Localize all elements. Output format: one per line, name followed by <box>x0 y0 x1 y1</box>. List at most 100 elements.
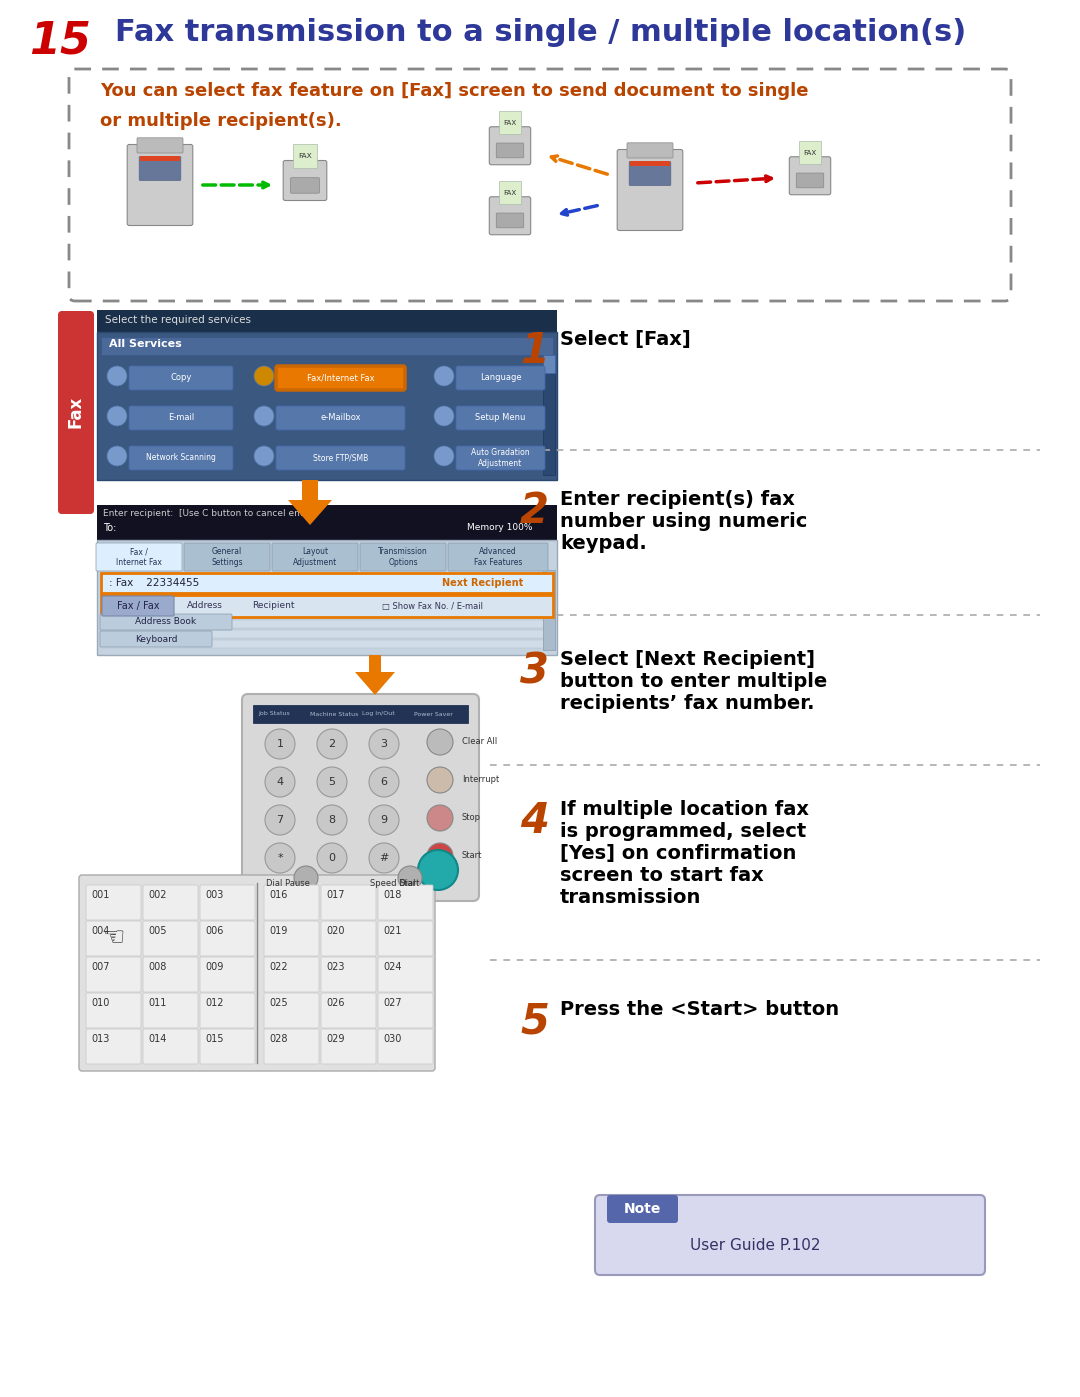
Circle shape <box>318 805 347 835</box>
FancyBboxPatch shape <box>86 921 141 956</box>
FancyBboxPatch shape <box>456 446 545 469</box>
FancyBboxPatch shape <box>97 541 557 655</box>
FancyBboxPatch shape <box>200 957 255 992</box>
FancyBboxPatch shape <box>102 337 553 355</box>
Text: recipients’ fax number.: recipients’ fax number. <box>561 694 814 712</box>
Text: FAX: FAX <box>503 120 516 126</box>
FancyBboxPatch shape <box>97 504 557 541</box>
Text: Network Scanning: Network Scanning <box>146 454 216 462</box>
FancyBboxPatch shape <box>200 886 255 921</box>
Polygon shape <box>355 672 395 694</box>
Text: ☜: ☜ <box>103 926 125 950</box>
FancyBboxPatch shape <box>137 138 183 154</box>
FancyBboxPatch shape <box>264 1030 319 1065</box>
Text: Job Status: Job Status <box>258 711 289 717</box>
Text: is programmed, select: is programmed, select <box>561 821 807 841</box>
Text: Machine Status: Machine Status <box>310 711 359 717</box>
FancyBboxPatch shape <box>543 355 555 475</box>
FancyBboxPatch shape <box>321 957 376 992</box>
Circle shape <box>254 446 274 467</box>
Circle shape <box>107 407 127 426</box>
Text: Stop: Stop <box>462 813 481 823</box>
FancyBboxPatch shape <box>143 957 198 992</box>
FancyBboxPatch shape <box>96 543 183 571</box>
FancyBboxPatch shape <box>102 573 553 592</box>
FancyBboxPatch shape <box>321 921 376 956</box>
Text: Next Recipient: Next Recipient <box>442 576 523 585</box>
Text: : Fax    22334455: : Fax 22334455 <box>109 576 199 585</box>
FancyBboxPatch shape <box>264 921 319 956</box>
Text: 5: 5 <box>328 777 336 787</box>
Text: Store FTP/SMB: Store FTP/SMB <box>313 454 368 462</box>
Circle shape <box>107 366 127 386</box>
Text: E-mail: E-mail <box>167 414 194 422</box>
FancyBboxPatch shape <box>97 310 557 332</box>
Circle shape <box>369 767 399 798</box>
Text: 8: 8 <box>328 814 336 826</box>
Polygon shape <box>288 500 332 525</box>
FancyBboxPatch shape <box>607 1194 678 1222</box>
Text: Clear All: Clear All <box>462 738 497 746</box>
Text: 024: 024 <box>383 963 402 972</box>
Circle shape <box>434 407 454 426</box>
Text: 017: 017 <box>326 890 345 900</box>
Text: 003: 003 <box>205 890 224 900</box>
Text: or multiple recipient(s).: or multiple recipient(s). <box>100 112 341 130</box>
Text: General
Settings: General Settings <box>212 548 243 567</box>
Text: Interrupt: Interrupt <box>462 775 499 785</box>
Text: : Fax    22334455: : Fax 22334455 <box>109 578 199 588</box>
FancyBboxPatch shape <box>276 446 405 469</box>
Text: #: # <box>379 854 389 863</box>
FancyBboxPatch shape <box>456 366 545 390</box>
FancyBboxPatch shape <box>360 543 446 571</box>
Text: 001: 001 <box>91 890 109 900</box>
Text: FAX: FAX <box>298 154 312 159</box>
Circle shape <box>265 805 295 835</box>
Text: Fax /
Internet Fax: Fax / Internet Fax <box>116 548 162 567</box>
FancyBboxPatch shape <box>595 1194 985 1275</box>
FancyBboxPatch shape <box>200 921 255 956</box>
FancyBboxPatch shape <box>276 407 405 430</box>
Text: Auto Gradation
Adjustment: Auto Gradation Adjustment <box>471 448 530 468</box>
Text: 3: 3 <box>519 650 549 692</box>
FancyBboxPatch shape <box>378 921 433 956</box>
Text: 9: 9 <box>380 814 388 826</box>
Circle shape <box>399 866 422 890</box>
FancyBboxPatch shape <box>499 180 522 204</box>
Text: *: * <box>278 854 283 863</box>
Text: Fax: Fax <box>67 395 85 427</box>
Text: 006: 006 <box>205 926 224 936</box>
FancyBboxPatch shape <box>627 142 673 158</box>
FancyBboxPatch shape <box>321 886 376 921</box>
Text: 013: 013 <box>91 1034 109 1044</box>
Text: Copy: Copy <box>171 373 191 383</box>
Circle shape <box>318 729 347 759</box>
FancyBboxPatch shape <box>321 1030 376 1065</box>
Text: Keyboard: Keyboard <box>135 634 177 644</box>
Text: Select [Next Recipient]: Select [Next Recipient] <box>561 650 815 669</box>
Text: transmission: transmission <box>561 888 701 907</box>
Text: 0: 0 <box>328 854 336 863</box>
Text: 010: 010 <box>91 997 109 1009</box>
FancyBboxPatch shape <box>200 993 255 1028</box>
FancyBboxPatch shape <box>139 156 180 180</box>
FancyBboxPatch shape <box>264 886 319 921</box>
Circle shape <box>254 407 274 426</box>
FancyBboxPatch shape <box>796 173 824 187</box>
FancyBboxPatch shape <box>129 366 233 390</box>
Circle shape <box>427 729 453 754</box>
Text: 7: 7 <box>276 814 284 826</box>
FancyBboxPatch shape <box>253 705 468 724</box>
Text: To:: To: <box>103 522 117 534</box>
Polygon shape <box>369 655 381 672</box>
FancyBboxPatch shape <box>102 573 553 592</box>
Text: Power Saver: Power Saver <box>414 711 453 717</box>
FancyBboxPatch shape <box>102 620 553 629</box>
Text: Fax transmission to a single / multiple location(s): Fax transmission to a single / multiple … <box>114 18 967 47</box>
Text: 014: 014 <box>148 1034 166 1044</box>
Text: Address Book: Address Book <box>135 617 197 626</box>
FancyBboxPatch shape <box>86 886 141 921</box>
Text: 005: 005 <box>148 926 166 936</box>
Text: 016: 016 <box>269 890 287 900</box>
Text: Press the <Start> button: Press the <Start> button <box>561 1000 839 1018</box>
